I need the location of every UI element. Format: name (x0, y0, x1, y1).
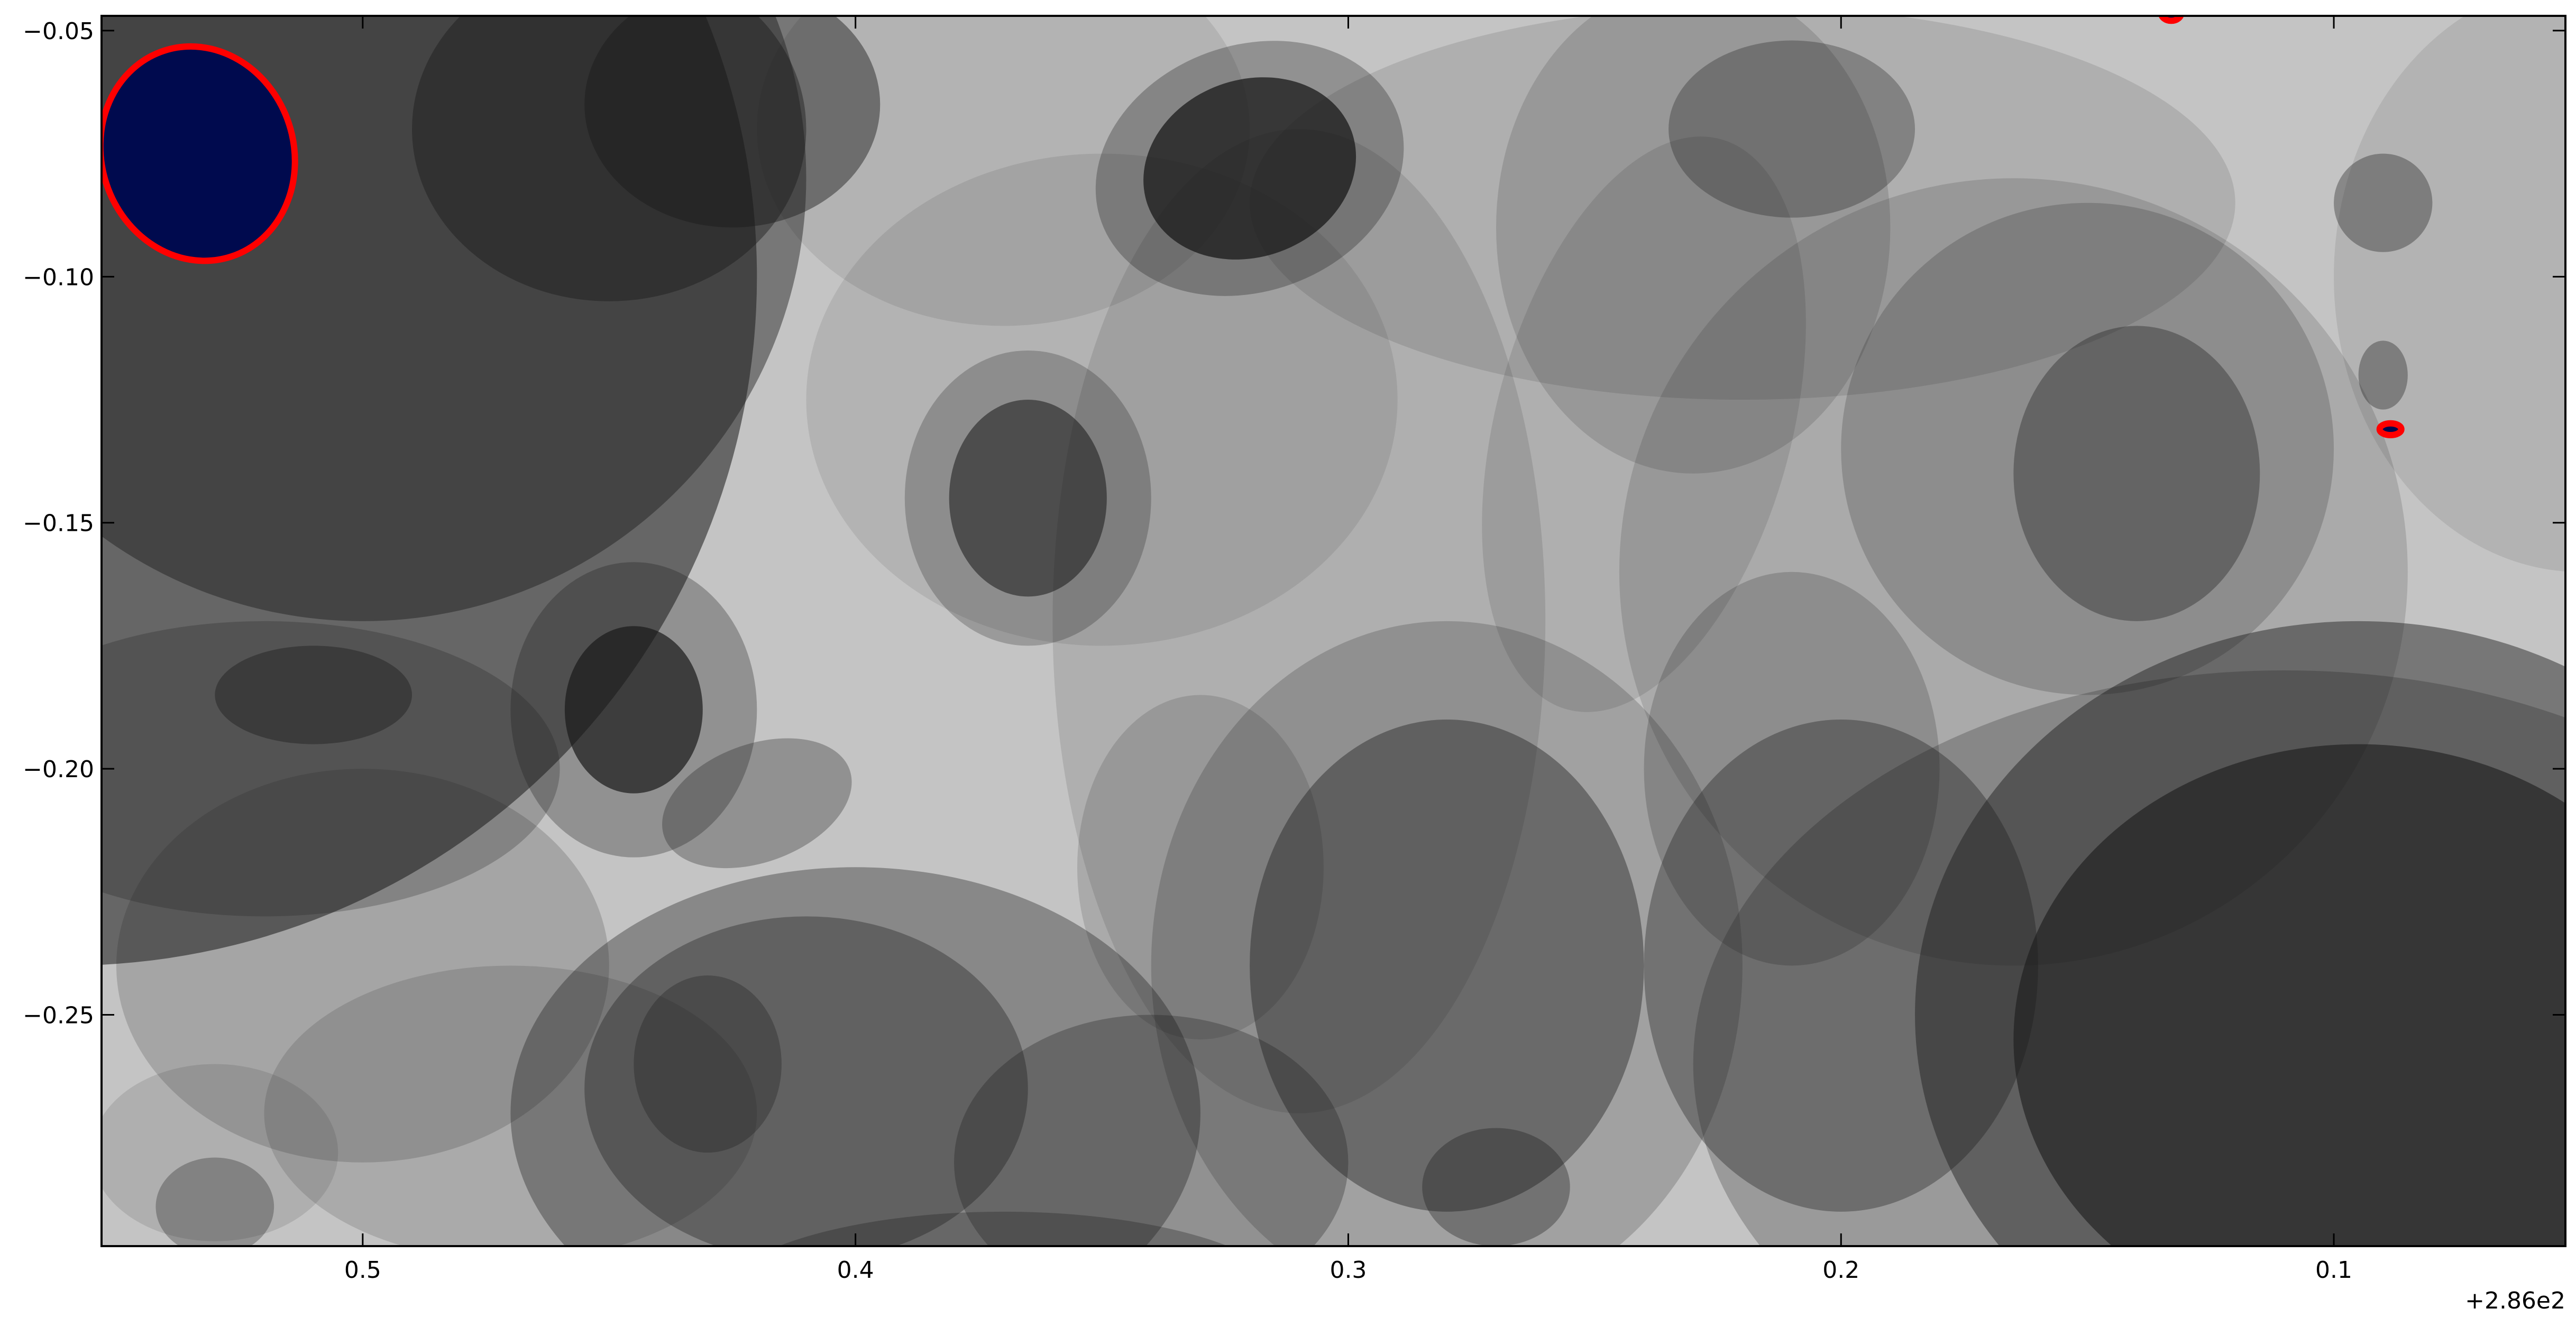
ellipse-mark (584, 16, 881, 228)
ellipse-mark (102, 621, 560, 917)
ellipse-mark (949, 400, 1107, 597)
ellipse-mark (904, 350, 1151, 646)
ellipse-mark (215, 646, 412, 744)
ellipse-mark (1841, 202, 2334, 695)
x-tick-label: 0.5 (344, 1257, 381, 1284)
ellipse-mark (1619, 178, 2408, 966)
x-tick-label: 0.3 (1330, 1257, 1367, 1284)
y-tick-label: −0.20 (23, 756, 94, 783)
x-tick-label: 0.2 (1822, 1257, 1859, 1284)
ellipse-mark (757, 16, 1250, 326)
ellipse-mark (102, 1064, 338, 1241)
ellipse-mark (1644, 720, 2038, 1212)
ellipse-mark (584, 916, 1028, 1246)
ellipse-mark (662, 738, 852, 869)
y-tick-label: −0.05 (23, 18, 94, 45)
ellipse-mark (1250, 720, 1644, 1212)
ellipse-mark (2358, 340, 2408, 410)
y-tick-label: −0.15 (23, 510, 94, 537)
highlighted-ellipse (102, 43, 298, 264)
y-tick-label: −0.10 (23, 264, 94, 291)
highlighted-ellipse (2376, 420, 2405, 439)
ellipse-mark (510, 562, 757, 858)
highlight-layer (102, 16, 2405, 439)
x-tick-label: 0.4 (837, 1257, 874, 1284)
ellipse-mark (2013, 744, 2565, 1246)
ellipse-mark (1693, 670, 2565, 1246)
ellipse-mark (155, 1157, 274, 1246)
y-tick-label: −0.25 (23, 1002, 94, 1029)
ellipse-mark (954, 1015, 1349, 1246)
ellipse-mark (116, 769, 609, 1163)
ellipse-mark (412, 16, 806, 301)
ellipse-mark (778, 1211, 1228, 1246)
ellipse-mark (1482, 136, 1806, 712)
x-tick-label: 0.1 (2315, 1257, 2352, 1284)
ellipse-mark (1669, 40, 1915, 218)
ellipse-mark (1422, 1128, 1570, 1246)
plot-frame (100, 15, 2566, 1247)
ellipse-mark (2013, 326, 2260, 621)
ellipse-mark (806, 153, 1398, 646)
ellipse-mark (1496, 16, 1891, 474)
ellipse-mark (1644, 572, 1940, 966)
ellipse-mark (1250, 16, 2235, 400)
ellipse-mark (264, 965, 757, 1246)
ellipse-mark (1143, 77, 1356, 260)
ellipse-mark (1151, 621, 1743, 1246)
ellipse-mark (102, 16, 757, 965)
ellipse-mark (1095, 41, 1404, 296)
ellipse-mark (1052, 129, 1546, 1113)
x-offset-label: +2.86e2 (2465, 1287, 2565, 1314)
ellipse-mark (634, 975, 782, 1153)
ellipse-mark (564, 626, 703, 794)
ellipse-mark (2334, 153, 2433, 252)
y-axis: −0.05 −0.10 −0.15 −0.20 −0.25 (23, 18, 2565, 1029)
ellipse-mark (510, 867, 1200, 1246)
x-axis: 0.5 0.4 0.3 0.2 0.1 (344, 16, 2352, 1284)
ellipse-mark (1077, 695, 1324, 1040)
highlighted-ellipse (2158, 16, 2184, 24)
ellipse-mark (1915, 621, 2565, 1246)
